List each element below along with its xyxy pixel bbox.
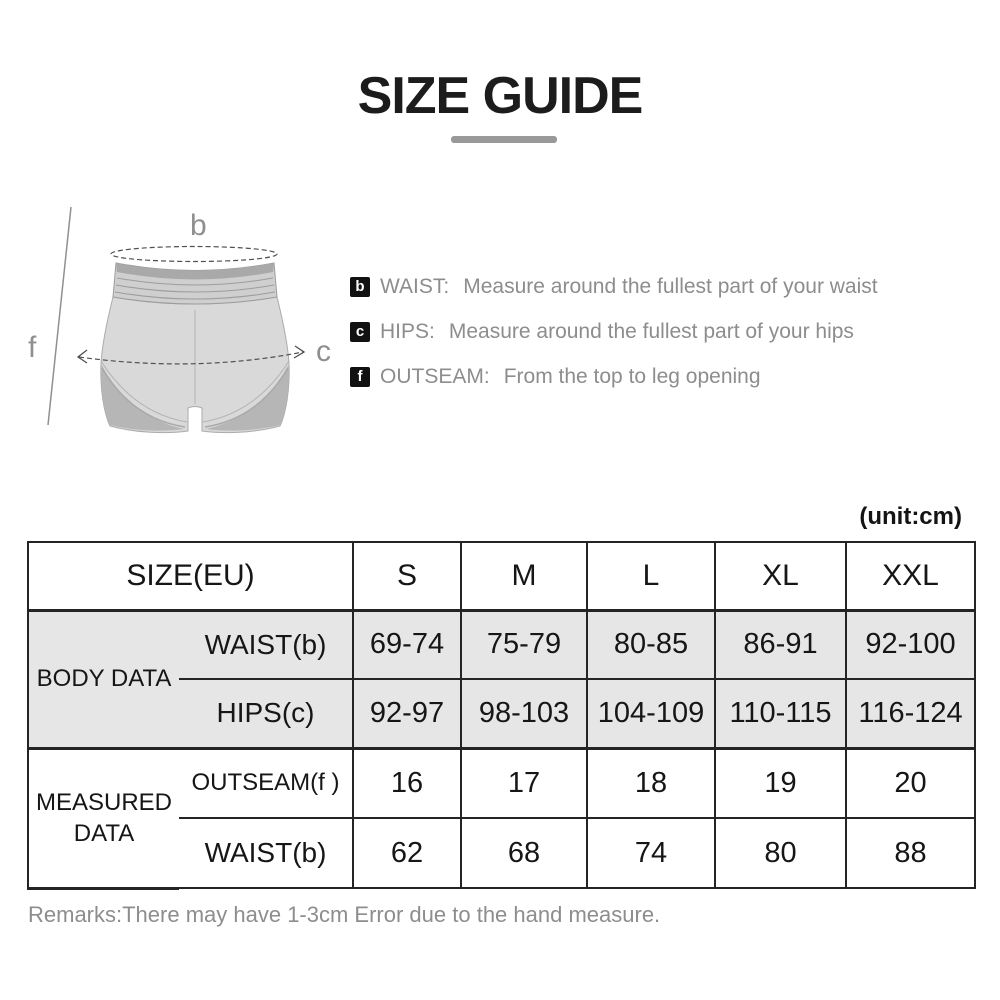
row-label-waist-b: WAIST(b) bbox=[179, 609, 354, 680]
legend-label-waist: WAIST: bbox=[380, 275, 450, 298]
shorts-figure: b f c bbox=[15, 197, 345, 447]
size-col-l: L bbox=[586, 541, 716, 612]
figure-label-hips: c bbox=[316, 335, 331, 368]
row-label-outseam-f: OUTSEAM(f ) bbox=[179, 747, 354, 819]
size-col-xxl: XXL bbox=[845, 541, 976, 612]
measurement-legend: b WAIST: Measure around the fullest part… bbox=[350, 272, 878, 407]
waistband-stitch-3 bbox=[114, 291, 276, 300]
table-cell: 92-97 bbox=[352, 678, 462, 750]
table-cell: 75-79 bbox=[460, 609, 588, 680]
table-cell: 68 bbox=[460, 817, 588, 889]
unit-note: (unit:cm) bbox=[859, 503, 962, 530]
size-col-s: S bbox=[352, 541, 462, 612]
table-cell: 62 bbox=[352, 817, 462, 889]
table-cell: 18 bbox=[586, 747, 716, 819]
legend-row-hips: c HIPS: Measure around the fullest part … bbox=[350, 317, 878, 347]
waistband-top-roll bbox=[116, 263, 274, 280]
body-hips-row: HIPS(c) 92-97 98-103 104-109 110-115 116… bbox=[28, 678, 976, 750]
table-cell: 74 bbox=[586, 817, 716, 889]
table-cell: 86-91 bbox=[714, 609, 847, 680]
table-header-row: SIZE(EU) S M L XL XXL bbox=[27, 541, 976, 612]
outseam-line bbox=[47, 206, 72, 426]
hips-arrow-right bbox=[293, 345, 306, 359]
table-cell: 80-85 bbox=[586, 609, 716, 680]
table-cell: 19 bbox=[714, 747, 847, 819]
shorts-liner-right bbox=[206, 364, 290, 431]
size-table: SIZE(EU) S M L XL XXL BODY DATA WAIST(b)… bbox=[27, 541, 976, 890]
measured-outseam-row: MEASURED DATA OUTSEAM(f ) 16 17 18 19 20 bbox=[27, 747, 976, 890]
shorts-liner-left bbox=[100, 364, 184, 431]
table-cell: 116-124 bbox=[845, 678, 976, 750]
hem-stitch-right-outer bbox=[204, 367, 289, 428]
table-cell: 17 bbox=[460, 747, 588, 819]
page-title: SIZE GUIDE bbox=[357, 67, 644, 125]
table-cell: 104-109 bbox=[586, 678, 716, 750]
figure-label-waist: b bbox=[190, 209, 207, 242]
legend-desc-waist: Measure around the fullest part of your … bbox=[463, 275, 878, 298]
hem-stitch-right-inner bbox=[202, 360, 290, 423]
waistband-stitch-1 bbox=[116, 277, 274, 286]
table-cell: 69-74 bbox=[352, 609, 462, 680]
figure-label-outseam: f bbox=[28, 331, 37, 364]
size-header-cell: SIZE(EU) bbox=[27, 541, 354, 612]
title-underline bbox=[451, 136, 557, 143]
legend-label-outseam: OUTSEAM: bbox=[380, 365, 490, 388]
legend-desc-hips: Measure around the fullest part of your … bbox=[448, 320, 854, 343]
size-col-m: M bbox=[460, 541, 588, 612]
legend-badge-c: c bbox=[350, 322, 370, 342]
hips-dashed-line bbox=[78, 351, 304, 365]
measured-waist-row: WAIST(b) 62 68 74 80 88 bbox=[28, 817, 976, 889]
legend-row-outseam: f OUTSEAM: From the top to leg opening bbox=[350, 362, 878, 392]
legend-badge-b: b bbox=[350, 277, 370, 297]
hips-arrow-left bbox=[76, 349, 88, 364]
shorts-illustration bbox=[47, 206, 306, 434]
waist-dashed-ellipse bbox=[110, 245, 278, 263]
waistband-stitch-2 bbox=[115, 284, 275, 293]
size-col-xl: XL bbox=[714, 541, 847, 612]
table-cell: 110-115 bbox=[714, 678, 847, 750]
group-label-measured-data: MEASURED DATA bbox=[27, 747, 179, 890]
table-cell: 98-103 bbox=[460, 678, 588, 750]
table-cell: 20 bbox=[845, 747, 976, 819]
legend-label-hips: HIPS: bbox=[380, 320, 435, 343]
hem-stitch-left-inner bbox=[100, 360, 188, 423]
row-label-waist-b-measured: WAIST(b) bbox=[179, 817, 354, 889]
remarks-text: Remarks:There may have 1-3cm Error due t… bbox=[28, 902, 661, 927]
group-label-body-data: BODY DATA bbox=[27, 609, 179, 750]
table-cell: 80 bbox=[714, 817, 847, 889]
row-label-hips-c: HIPS(c) bbox=[179, 678, 354, 750]
table-cell: 92-100 bbox=[845, 609, 976, 680]
table-cell: 16 bbox=[352, 747, 462, 819]
legend-desc-outseam: From the top to leg opening bbox=[503, 365, 761, 388]
body-waist-row: BODY DATA WAIST(b) 69-74 75-79 80-85 86-… bbox=[27, 609, 976, 750]
hem-stitch-left-outer bbox=[101, 367, 186, 428]
table-cell: 88 bbox=[845, 817, 976, 889]
legend-badge-f: f bbox=[350, 367, 370, 387]
legend-row-waist: b WAIST: Measure around the fullest part… bbox=[350, 272, 878, 302]
